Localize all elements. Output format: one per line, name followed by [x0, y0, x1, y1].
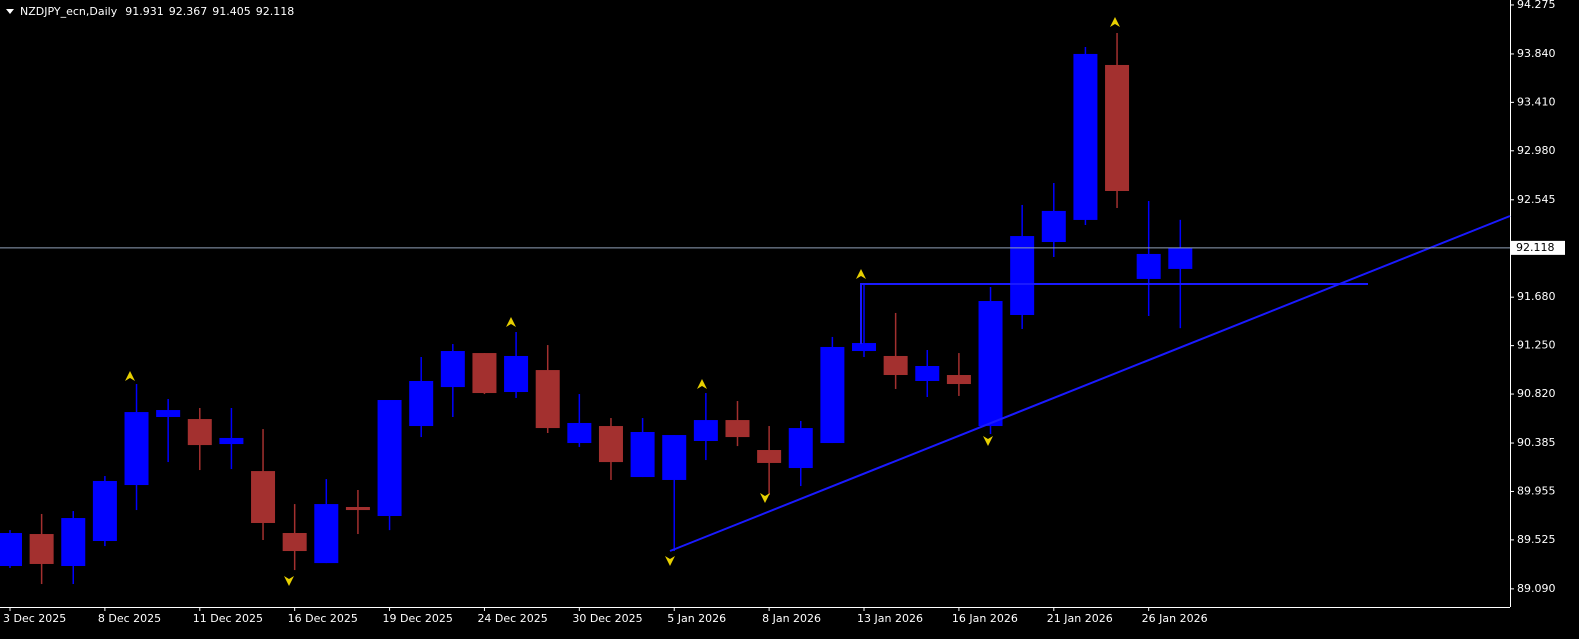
candle-body: [1136, 253, 1161, 279]
candle-body: [251, 471, 276, 523]
x-tick-label: 5 Jan 2026: [667, 612, 726, 625]
y-tick-label: 89.955: [1517, 484, 1556, 497]
x-tick-label: 8 Dec 2025: [98, 612, 161, 625]
y-tick-label: 93.840: [1517, 47, 1556, 60]
candle-body: [124, 412, 149, 486]
candle-body: [1073, 53, 1098, 220]
candle-body: [1105, 64, 1130, 191]
x-tick-label: 30 Dec 2025: [572, 612, 642, 625]
candle-body: [1168, 247, 1193, 269]
y-tick-label: 94.275: [1517, 0, 1556, 11]
x-tick-label: 16 Jan 2026: [952, 612, 1018, 625]
y-tick-label: 89.525: [1517, 533, 1556, 546]
candle-body: [725, 420, 750, 438]
y-tick-label: 91.250: [1517, 339, 1556, 352]
candle-body: [598, 426, 623, 463]
candle-body: [852, 343, 877, 352]
trend-line[interactable]: [669, 215, 1511, 552]
candle-body: [567, 422, 592, 444]
candle-body: [187, 419, 212, 446]
x-tick-label: 13 Jan 2026: [857, 612, 923, 625]
candle-body: [440, 351, 465, 388]
fractal-up: [1110, 17, 1120, 27]
y-tick-label: 90.820: [1517, 387, 1556, 400]
candle-body: [92, 480, 117, 542]
current-price-box: [1511, 240, 1565, 255]
fractal-up: [856, 269, 866, 279]
candle-body: [156, 410, 181, 418]
fractal-up: [506, 317, 516, 327]
menu-arrow[interactable]: [6, 9, 14, 14]
fractal-down: [665, 556, 675, 566]
candle-body: [219, 437, 244, 445]
candle-body: [662, 435, 687, 480]
fractal-down: [760, 493, 770, 503]
candle-body: [820, 346, 845, 444]
fractal-down: [983, 436, 993, 446]
candle-body: [630, 431, 655, 478]
candle-body: [345, 506, 370, 511]
resistance-line[interactable]: [860, 283, 1368, 344]
x-tick-label: 8 Jan 2026: [762, 612, 821, 625]
fractal-down: [284, 576, 294, 586]
plot: [0, 32, 1193, 585]
high-value: 92.367: [169, 5, 208, 18]
candle-body: [693, 420, 718, 442]
close-value: 92.118: [256, 5, 295, 18]
y-tick-label: 89.090: [1517, 582, 1556, 595]
symbol: NZDJPY_ecn,Daily: [20, 5, 118, 18]
candle-body: [0, 533, 22, 567]
y-tick-label: 92.545: [1517, 193, 1556, 206]
candle-body: [1041, 210, 1066, 243]
y-tick-label: 93.410: [1517, 95, 1556, 108]
x-tick-label: 26 Jan 2026: [1142, 612, 1208, 625]
candle-body: [757, 450, 782, 463]
y-tick-label: 92.980: [1517, 144, 1556, 157]
candle-body: [29, 534, 54, 564]
low-value: 91.405: [212, 5, 251, 18]
candle-body: [314, 504, 339, 564]
open-value: 91.931: [125, 5, 164, 18]
y-tick-label: 90.385: [1517, 436, 1556, 449]
candle-body: [946, 375, 971, 385]
x-tick-label: 3 Dec 2025: [3, 612, 66, 625]
candle-body: [883, 355, 908, 376]
candle-body: [788, 428, 813, 469]
candle-body: [61, 518, 86, 567]
fractal-up: [125, 371, 135, 381]
candle-body: [1010, 236, 1035, 315]
candle-body: [535, 370, 560, 429]
candle-body: [282, 533, 307, 552]
fractal-up: [697, 379, 707, 389]
x-tick-label: 11 Dec 2025: [193, 612, 263, 625]
candle-body: [472, 353, 497, 394]
candle-body: [978, 301, 1003, 427]
chart-title: NZDJPY_ecn,Daily 91.931 92.367 91.405 92.118: [20, 5, 294, 18]
fractals: [125, 17, 1120, 586]
x-tick-label: 24 Dec 2025: [477, 612, 547, 625]
y-tick-label: 91.680: [1517, 290, 1556, 303]
candle-body: [377, 400, 402, 517]
x-tick-label: 16 Dec 2025: [288, 612, 358, 625]
candle-body: [409, 380, 434, 427]
candle-body: [915, 366, 940, 381]
x-tick-label: 21 Jan 2026: [1047, 612, 1113, 625]
x-tick-label: 19 Dec 2025: [383, 612, 453, 625]
candle-body: [504, 355, 529, 393]
current-price-label: 92.118: [1516, 241, 1555, 254]
